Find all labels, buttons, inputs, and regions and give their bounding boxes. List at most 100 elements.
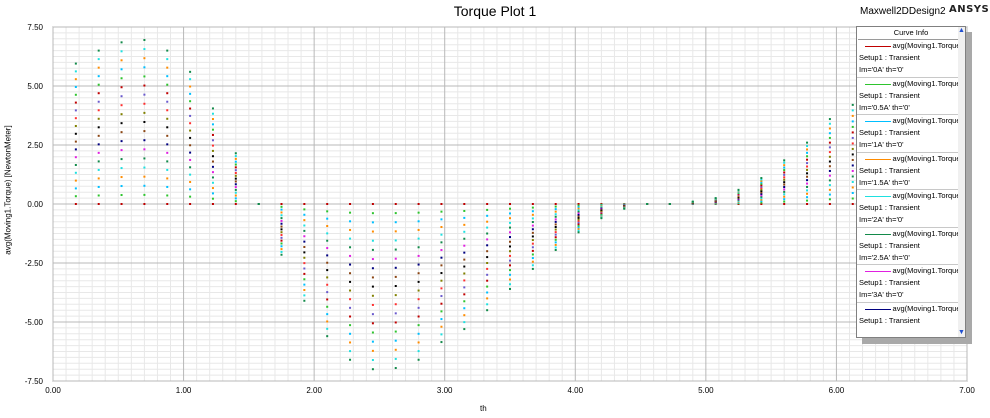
legend-series-detail: Setup1 : Transient — [859, 165, 920, 175]
data-point — [349, 324, 352, 327]
data-point — [440, 233, 443, 236]
data-point — [760, 177, 763, 180]
legend-entry-header: avg(Moving1.Torque) — [859, 115, 963, 127]
data-point — [74, 78, 77, 81]
data-point — [760, 184, 763, 187]
x-axis-ticks: 0.00 1.00 2.00 3.00 4.00 5.00 6.00 7.00 — [45, 386, 975, 395]
data-point — [257, 203, 260, 205]
legend-entry[interactable]: avg(Moving1.Torque) Setup1 : Transient Im=… — [857, 265, 965, 303]
data-point — [234, 183, 237, 186]
scroll-up-icon[interactable]: ▲ — [958, 27, 965, 34]
data-point — [189, 166, 192, 169]
data-point — [394, 312, 397, 315]
legend-series-detail: Im='1A' th='0' — [859, 140, 904, 149]
data-point — [189, 136, 192, 139]
data-point — [783, 188, 786, 191]
data-point — [349, 280, 352, 283]
data-point — [463, 321, 466, 324]
legend-scrollbar[interactable]: ▲ ▼ — [958, 27, 965, 337]
data-point — [349, 341, 352, 344]
data-point — [577, 212, 580, 215]
data-point — [463, 258, 466, 261]
data-point — [851, 175, 854, 178]
data-point — [349, 220, 352, 223]
legend-entry[interactable]: avg(Moving1.Torque) Setup1 : Transient — [857, 303, 965, 338]
data-point — [97, 160, 100, 163]
data-point — [303, 256, 306, 259]
data-point — [326, 298, 329, 301]
data-point — [303, 262, 306, 265]
x-tick-label: 5.00 — [698, 386, 714, 395]
data-point — [74, 203, 77, 205]
data-point — [486, 285, 489, 288]
legend-swatch — [865, 271, 891, 272]
data-point — [234, 180, 237, 183]
data-point — [509, 254, 511, 257]
data-point — [554, 243, 557, 246]
legend-panel[interactable]: Curve Info avg(Moving1.Torque) Setup1 : T… — [856, 26, 972, 344]
data-point — [143, 175, 146, 178]
legend-title: Curve Info — [858, 27, 964, 40]
data-point — [303, 289, 306, 292]
data-point — [806, 196, 809, 199]
data-point — [509, 212, 511, 215]
data-point — [806, 179, 809, 182]
data-point — [417, 263, 420, 266]
legend-entry-header: avg(Moving1.Torque) — [859, 303, 963, 315]
data-point — [623, 207, 626, 210]
data-point — [234, 174, 237, 177]
data-point — [509, 264, 511, 267]
data-point — [166, 168, 169, 171]
data-point — [531, 224, 534, 227]
legend-entry[interactable]: avg(Moving1.Torque) Setup1 : Transient Im=… — [857, 190, 965, 228]
data-point — [531, 253, 534, 256]
data-point — [326, 225, 329, 228]
data-point — [783, 159, 786, 162]
data-point — [440, 310, 443, 313]
data-point — [234, 155, 237, 158]
data-point — [189, 122, 192, 125]
data-point — [371, 203, 374, 205]
data-point — [851, 147, 854, 150]
data-point — [509, 240, 511, 243]
data-point — [851, 153, 854, 156]
data-point — [509, 273, 511, 276]
data-point — [97, 49, 100, 52]
data-point — [760, 181, 763, 184]
data-point — [280, 222, 283, 225]
y-tick-label: 0.00 — [27, 200, 43, 209]
data-point — [234, 203, 237, 205]
legend-entry-header: avg(Moving1.Torque) — [859, 190, 963, 202]
y-axis-label-wrap: avg(Moving1.Torque) [NewtonMeter] — [2, 60, 14, 320]
data-point — [120, 158, 123, 161]
data-point — [303, 213, 306, 216]
data-point — [577, 221, 580, 224]
legend-entry[interactable]: avg(Moving1.Torque) Setup1 : Transient Im=… — [857, 78, 965, 115]
data-point — [143, 139, 146, 142]
data-point — [417, 211, 420, 214]
data-point — [851, 169, 854, 172]
data-point — [326, 320, 329, 323]
legend-entry[interactable]: avg(Moving1.Torque) Setup1 : Transient Im=… — [857, 228, 965, 265]
legend-entry[interactable]: avg(Moving1.Torque) Setup1 : Transient Im=… — [857, 153, 965, 190]
data-point — [394, 212, 397, 215]
data-point — [577, 223, 580, 226]
data-point — [349, 306, 352, 309]
data-point — [760, 195, 763, 198]
data-point — [120, 149, 123, 152]
data-point — [509, 217, 511, 220]
data-point — [577, 210, 580, 213]
data-point — [463, 272, 466, 275]
data-point — [120, 41, 123, 44]
data-point — [189, 114, 192, 117]
data-point — [828, 198, 831, 201]
scroll-down-icon[interactable]: ▼ — [958, 329, 965, 336]
legend-entry[interactable]: avg(Moving1.Torque) Setup1 : Transient Im=… — [857, 40, 965, 78]
data-point — [280, 228, 283, 231]
data-point — [760, 179, 763, 182]
data-point — [828, 193, 831, 196]
legend-entry[interactable]: avg(Moving1.Torque) Setup1 : Transient Im=… — [857, 115, 965, 153]
data-point — [760, 182, 763, 185]
data-point — [166, 75, 169, 78]
legend[interactable]: Curve Info avg(Moving1.Torque) Setup1 : T… — [856, 26, 966, 338]
